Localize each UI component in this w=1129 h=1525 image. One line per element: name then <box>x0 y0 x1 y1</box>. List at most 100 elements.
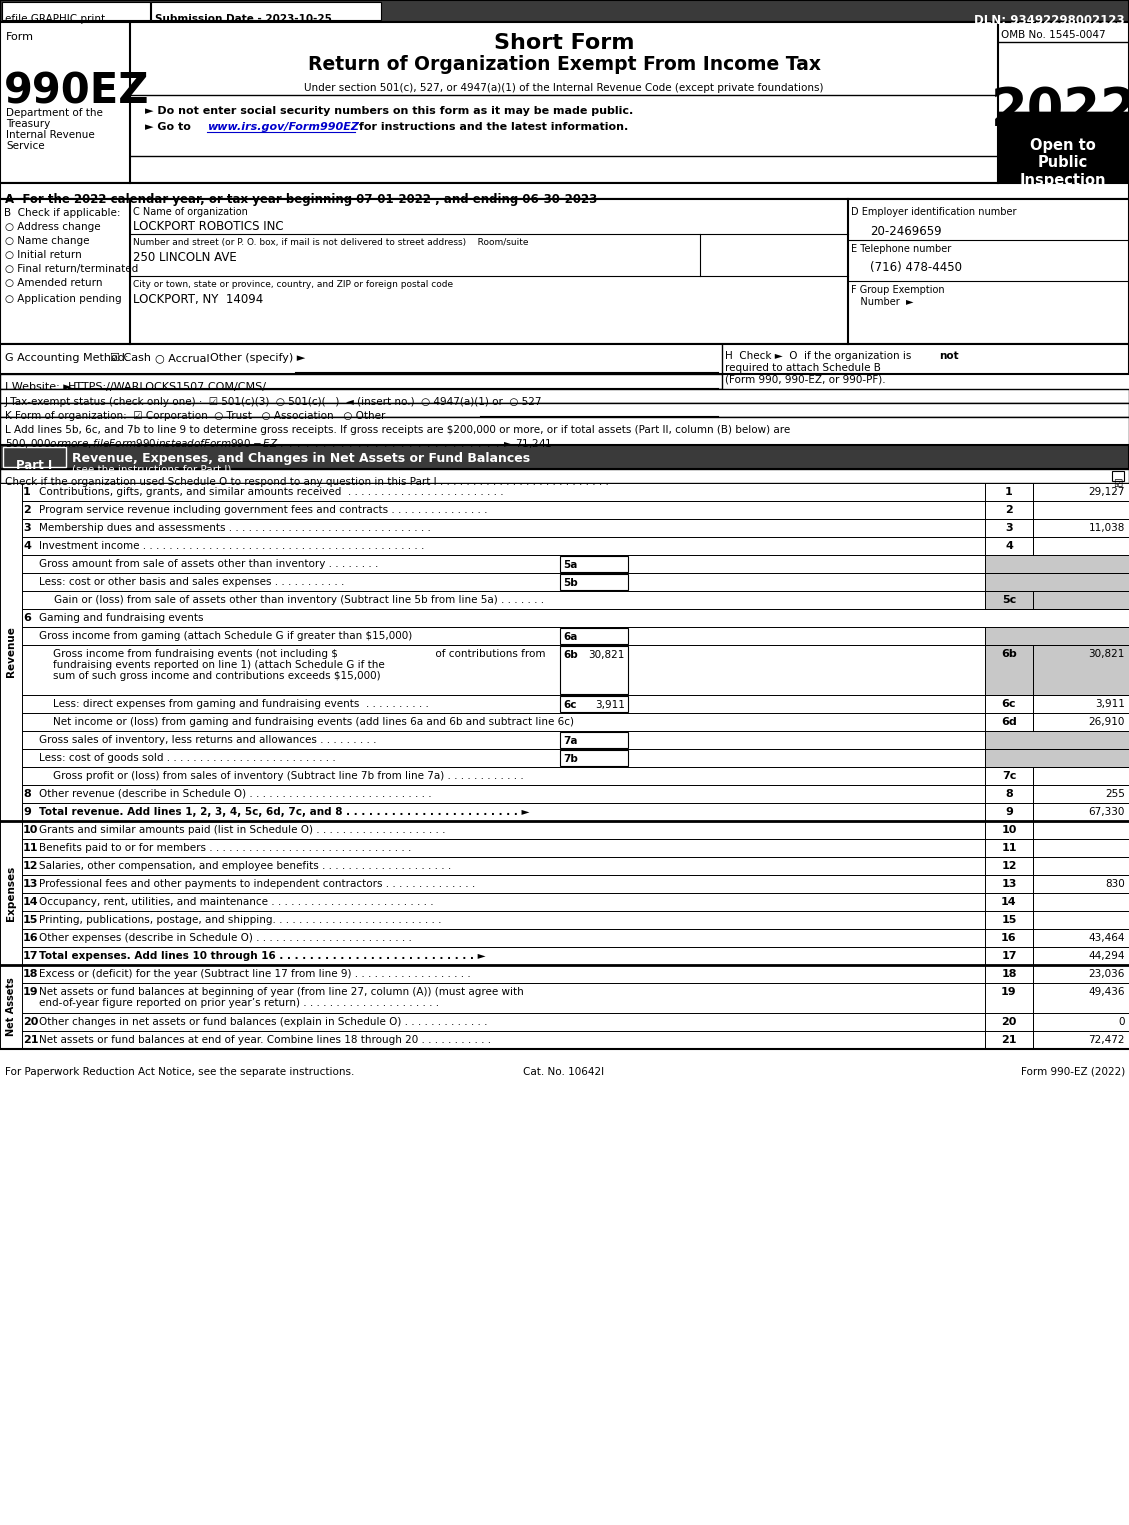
Text: Form: Form <box>6 32 34 43</box>
Text: Number and street (or P. O. box, if mail is not delivered to street address)    : Number and street (or P. O. box, if mail… <box>133 238 528 247</box>
Text: Membership dues and assessments . . . . . . . . . . . . . . . . . . . . . . . . : Membership dues and assessments . . . . … <box>40 523 431 534</box>
Text: 13: 13 <box>23 878 38 889</box>
Text: 6b: 6b <box>1001 650 1017 659</box>
Text: Gain or (loss) from sale of assets other than inventory (Subtract line 5b from l: Gain or (loss) from sale of assets other… <box>54 595 544 605</box>
Text: ○ Application pending: ○ Application pending <box>5 294 122 303</box>
Text: 2: 2 <box>23 505 30 515</box>
Text: 23,036: 23,036 <box>1088 968 1124 979</box>
Text: 13: 13 <box>1001 878 1017 889</box>
Text: Other (specify) ►: Other (specify) ► <box>210 352 305 363</box>
Text: 12: 12 <box>23 862 38 871</box>
Text: Less: cost or other basis and sales expenses . . . . . . . . . . .: Less: cost or other basis and sales expe… <box>40 576 344 587</box>
Text: 830: 830 <box>1105 878 1124 889</box>
Text: required to attach Schedule B: required to attach Schedule B <box>725 363 881 374</box>
Text: 15: 15 <box>23 915 38 926</box>
Text: 9: 9 <box>23 807 30 817</box>
Bar <box>21 767 1129 785</box>
Bar <box>0 389 1129 403</box>
Text: Part I: Part I <box>16 459 52 473</box>
Bar <box>21 1031 1129 1049</box>
Text: ► Go to: ► Go to <box>145 122 194 133</box>
Text: 4: 4 <box>1005 541 1013 551</box>
Bar <box>560 732 628 747</box>
Text: Occupancy, rent, utilities, and maintenance . . . . . . . . . . . . . . . . . . : Occupancy, rent, utilities, and maintena… <box>40 897 434 907</box>
Bar <box>0 345 1129 374</box>
Text: HTTPS://WARLOCKS1507.COM/CMS/: HTTPS://WARLOCKS1507.COM/CMS/ <box>68 381 266 392</box>
Text: Grants and similar amounts paid (list in Schedule O) . . . . . . . . . . . . . .: Grants and similar amounts paid (list in… <box>40 825 446 836</box>
Text: A  For the 2022 calendar year, or tax year beginning 07-01-2022 , and ending 06-: A For the 2022 calendar year, or tax yea… <box>5 194 597 206</box>
Text: ☑ Cash: ☑ Cash <box>110 352 151 363</box>
Bar <box>21 714 1129 730</box>
Text: 16: 16 <box>1001 933 1017 942</box>
Text: Salaries, other compensation, and employee benefits . . . . . . . . . . . . . . : Salaries, other compensation, and employ… <box>40 862 452 871</box>
Text: 12: 12 <box>1001 862 1017 871</box>
Text: 4: 4 <box>23 541 30 551</box>
Text: ► Do not enter social security numbers on this form as it may be made public.: ► Do not enter social security numbers o… <box>145 107 633 116</box>
Bar <box>0 183 1129 198</box>
Text: 44,294: 44,294 <box>1088 952 1124 961</box>
Text: 11,038: 11,038 <box>1088 523 1124 534</box>
Text: 6: 6 <box>23 613 30 624</box>
Text: Other revenue (describe in Schedule O) . . . . . . . . . . . . . . . . . . . . .: Other revenue (describe in Schedule O) .… <box>40 788 431 799</box>
Text: 18: 18 <box>23 968 38 979</box>
Text: 11: 11 <box>23 843 38 852</box>
Bar <box>0 374 723 389</box>
Text: Professional fees and other payments to independent contractors . . . . . . . . : Professional fees and other payments to … <box>40 878 475 889</box>
Text: 26,910: 26,910 <box>1088 717 1124 727</box>
Text: not: not <box>939 351 959 361</box>
Text: 7b: 7b <box>563 753 578 764</box>
Text: ○ Name change: ○ Name change <box>5 236 89 246</box>
Bar <box>984 645 1129 695</box>
Bar <box>998 111 1129 183</box>
Text: Investment income . . . . . . . . . . . . . . . . . . . . . . . . . . . . . . . : Investment income . . . . . . . . . . . … <box>40 541 425 551</box>
Text: 30,821: 30,821 <box>1088 650 1124 659</box>
Text: Excess or (deficit) for the year (Subtract line 17 from line 9) . . . . . . . . : Excess or (deficit) for the year (Subtra… <box>40 968 471 979</box>
Text: F Group Exemption: F Group Exemption <box>851 285 945 294</box>
Bar <box>21 695 1129 714</box>
Text: $500,000 or more, file Form 990 instead of Form 990-EZ . . . . . . . . . . . . .: $500,000 or more, file Form 990 instead … <box>5 438 552 450</box>
Text: 1: 1 <box>1005 486 1013 497</box>
Text: 5c: 5c <box>1001 595 1016 605</box>
Text: ○ Amended return: ○ Amended return <box>5 278 103 288</box>
Text: Net Assets: Net Assets <box>6 978 16 1037</box>
Text: ○ Accrual: ○ Accrual <box>155 352 210 363</box>
Text: OMB No. 1545-0047: OMB No. 1545-0047 <box>1001 30 1105 40</box>
Bar <box>0 0 1129 21</box>
Text: sum of such gross income and contributions exceeds $15,000): sum of such gross income and contributio… <box>53 671 380 682</box>
Bar <box>21 785 1129 804</box>
Bar <box>0 820 21 965</box>
Bar <box>21 804 1129 820</box>
Bar <box>21 857 1129 875</box>
Bar <box>0 403 1129 416</box>
Text: 21: 21 <box>23 1035 38 1045</box>
Text: 21: 21 <box>1001 1035 1017 1045</box>
Text: City or town, state or province, country, and ZIP or foreign postal code: City or town, state or province, country… <box>133 281 453 290</box>
Text: Service: Service <box>6 140 45 151</box>
Text: 5b: 5b <box>563 578 578 589</box>
Text: 17: 17 <box>23 952 38 961</box>
Bar <box>984 592 1129 608</box>
Text: 67,330: 67,330 <box>1088 807 1124 817</box>
Bar <box>0 21 1129 183</box>
Bar <box>984 573 1129 592</box>
Bar <box>21 627 1129 645</box>
Text: Less: direct expenses from gaming and fundraising events  . . . . . . . . . .: Less: direct expenses from gaming and fu… <box>53 698 429 709</box>
Text: Total expenses. Add lines 10 through 16 . . . . . . . . . . . . . . . . . . . . : Total expenses. Add lines 10 through 16 … <box>40 952 485 961</box>
Text: 49,436: 49,436 <box>1088 987 1124 997</box>
Text: 10: 10 <box>23 825 38 836</box>
Bar <box>21 929 1129 947</box>
Text: For Paperwork Reduction Act Notice, see the separate instructions.: For Paperwork Reduction Act Notice, see … <box>5 1068 355 1077</box>
Text: 3,911: 3,911 <box>595 700 625 711</box>
Text: www.irs.gov/Form990EZ: www.irs.gov/Form990EZ <box>207 122 359 133</box>
Text: D Employer identification number: D Employer identification number <box>851 207 1016 217</box>
Bar <box>560 573 628 590</box>
Text: Benefits paid to or for members . . . . . . . . . . . . . . . . . . . . . . . . : Benefits paid to or for members . . . . … <box>40 843 411 852</box>
Text: 6c: 6c <box>1001 698 1016 709</box>
Bar <box>21 573 1129 592</box>
Text: Treasury: Treasury <box>6 119 51 130</box>
Bar <box>21 839 1129 857</box>
Text: C Name of organization: C Name of organization <box>133 207 248 217</box>
Bar <box>0 416 1129 445</box>
Bar <box>984 627 1129 645</box>
Text: Number  ►: Number ► <box>851 297 913 307</box>
